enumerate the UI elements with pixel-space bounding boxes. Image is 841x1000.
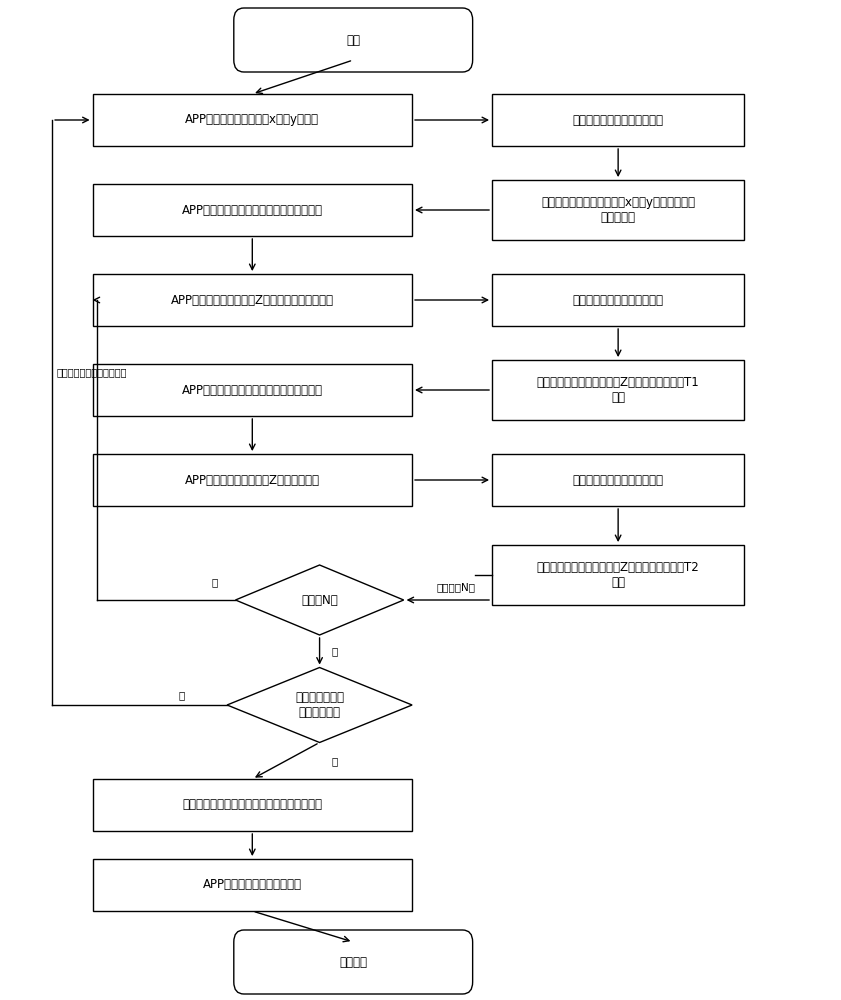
Text: 否: 否	[179, 690, 185, 700]
Text: APP将校准系统写到传感器中: APP将校准系统写到传感器中	[203, 879, 302, 892]
Text: 机台主板收到命令，解析命令: 机台主板收到命令，解析命令	[573, 113, 664, 126]
Bar	[93, 94, 412, 146]
Text: 是: 是	[331, 756, 338, 766]
Bar	[93, 454, 412, 506]
Bar	[93, 274, 412, 326]
Polygon shape	[227, 668, 412, 742]
FancyBboxPatch shape	[234, 930, 473, 994]
Text: 完成校准: 完成校准	[339, 956, 368, 968]
Text: APP发送命令给传感器，采集打点时的数据: APP发送命令给传感器，采集打点时的数据	[182, 383, 323, 396]
Text: APP发送命令给机台抬起Z轴与停留时间: APP发送命令给机台抬起Z轴与停留时间	[185, 474, 320, 487]
Text: 移动终端将数据进行算法处理，计算校准系数: 移动终端将数据进行算法处理，计算校准系数	[182, 798, 322, 812]
Polygon shape	[235, 565, 404, 635]
Text: 开始: 开始	[346, 33, 360, 46]
Bar	[492, 180, 744, 240]
Text: APP发送命令给机台控制Z轴往下打点与停留时间: APP发送命令给机台控制Z轴往下打点与停留时间	[171, 294, 334, 306]
Bar	[492, 545, 744, 605]
Bar	[93, 779, 412, 831]
Text: 是否够N次: 是否够N次	[301, 593, 338, 606]
Text: 机台主板收到命令，解析命令: 机台主板收到命令，解析命令	[573, 294, 664, 306]
Text: 机台主板操作机械手臂运行Z轴往下打点，停留T1
秒钟: 机台主板操作机械手臂运行Z轴往下打点，停留T1 秒钟	[537, 376, 700, 404]
Bar	[492, 454, 744, 506]
FancyBboxPatch shape	[234, 8, 473, 72]
Text: 是否采集完所有
坐标点的数据: 是否采集完所有 坐标点的数据	[295, 691, 344, 719]
Text: APP发送命令给机台启动x轴、y轴操作: APP发送命令给机台启动x轴、y轴操作	[185, 113, 320, 126]
Bar	[93, 859, 412, 911]
Text: 循环采集其他坐标点的数据: 循环采集其他坐标点的数据	[56, 367, 127, 377]
Bar	[93, 364, 412, 416]
Bar	[492, 274, 744, 326]
Bar	[492, 360, 744, 420]
Text: 机台主板操作机械手臂运行x轴、y轴坐标移动到
传感器上方: 机台主板操作机械手臂运行x轴、y轴坐标移动到 传感器上方	[541, 196, 696, 224]
Text: 循环打点N次: 循环打点N次	[436, 582, 476, 592]
Text: 机台主板收到命令，解析命令: 机台主板收到命令，解析命令	[573, 474, 664, 487]
Text: 是: 是	[331, 646, 338, 656]
Bar	[492, 94, 744, 146]
Text: 机台主板操作机械手臂运行Z轴往上抬起，停留T2
秒钟: 机台主板操作机械手臂运行Z轴往上抬起，停留T2 秒钟	[537, 561, 700, 589]
Text: 否: 否	[211, 577, 218, 587]
Text: APP发送命令给传感器，采集打点前的数据: APP发送命令给传感器，采集打点前的数据	[182, 204, 323, 217]
Bar	[93, 184, 412, 236]
